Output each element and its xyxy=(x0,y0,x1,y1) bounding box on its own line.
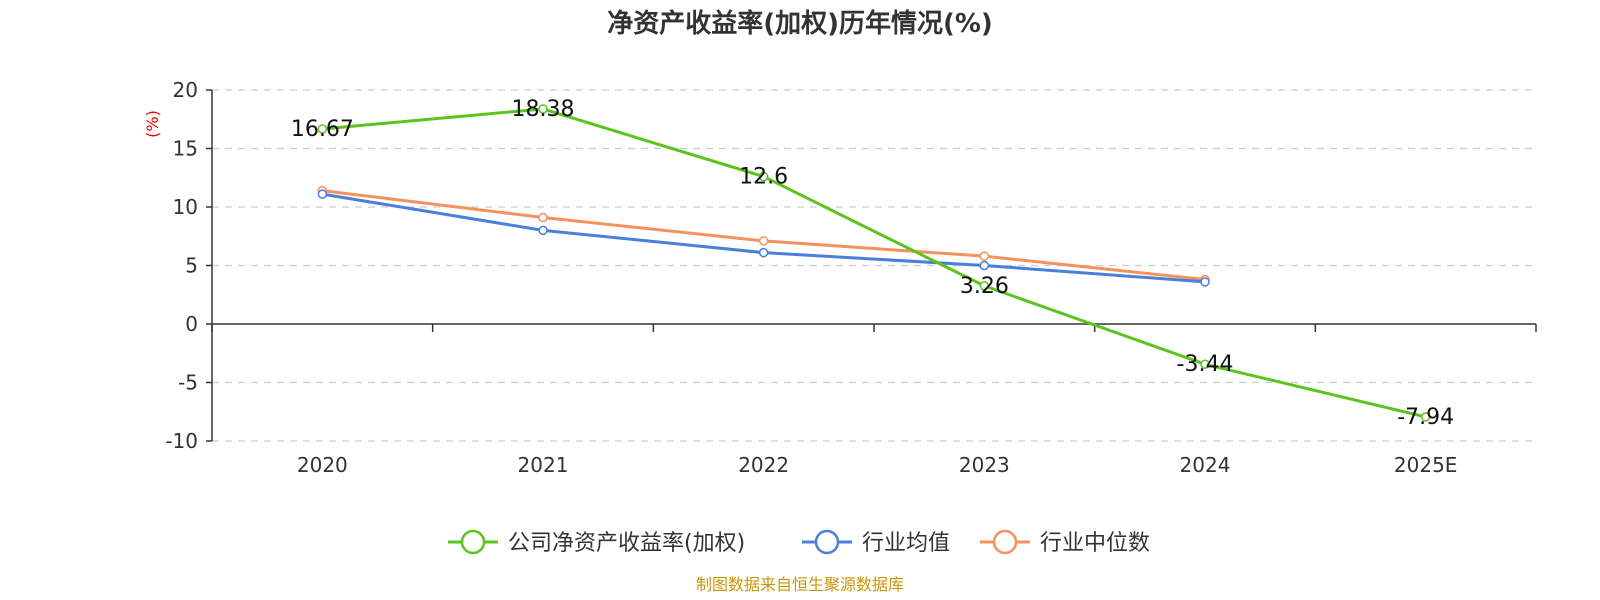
data-point xyxy=(538,104,548,114)
axes xyxy=(206,89,1537,442)
data-labels: 16.67 18.38 12.6 3.26 -3.44 -7.94 xyxy=(291,97,1454,430)
data-point xyxy=(1200,277,1210,287)
x-tick-labels: 2020 2021 2022 2023 2024 2025E xyxy=(297,453,1458,477)
y-axis-label: (%) xyxy=(143,110,162,138)
legend: 公司净资产收益率(加权) 行业均值 行业中位数 xyxy=(448,529,1150,556)
y-tick-labels: 20 15 10 5 0 -5 -10 xyxy=(165,78,198,453)
legend-label: 公司净资产收益率(加权) xyxy=(508,531,745,556)
data-point xyxy=(317,189,328,199)
x-tick-label: 2025E xyxy=(1394,453,1458,477)
grid-lines xyxy=(212,89,1536,442)
data-point xyxy=(1200,359,1210,369)
legend-marker xyxy=(814,529,840,555)
series-line xyxy=(322,189,1206,282)
data-point xyxy=(538,212,548,223)
series-lines xyxy=(317,104,1431,422)
data-label: -7.94 xyxy=(1397,405,1454,430)
data-label: 18.38 xyxy=(512,97,575,122)
x-tick-label: 2023 xyxy=(959,453,1010,477)
legend-label: 行业均值 xyxy=(862,531,950,556)
y-tick-label: 0 xyxy=(185,312,198,336)
x-tick-label: 2024 xyxy=(1180,453,1231,477)
x-tick-label: 2021 xyxy=(518,453,569,477)
y-tick-label: 10 xyxy=(173,195,198,219)
data-point xyxy=(758,247,769,258)
y-tick-label: 15 xyxy=(173,137,198,161)
legend-marker xyxy=(460,529,486,555)
data-label: 16.67 xyxy=(291,117,354,142)
data-point xyxy=(317,124,328,134)
data-point xyxy=(758,171,769,182)
data-point xyxy=(1420,412,1431,422)
data-label: 12.6 xyxy=(739,165,788,190)
data-label: 3.26 xyxy=(960,274,1009,299)
x-tick-label: 2020 xyxy=(297,453,348,477)
data-point xyxy=(538,225,548,236)
data-point xyxy=(979,281,990,291)
source-note: 制图数据来自恒生聚源数据库 xyxy=(696,575,904,594)
legend-marker xyxy=(992,529,1018,555)
y-tick-label: 20 xyxy=(173,78,198,102)
data-point xyxy=(979,260,990,271)
y-tick-label: -5 xyxy=(178,371,198,395)
chart-title: 净资产收益率(加权)历年情况(%) xyxy=(607,8,993,39)
x-tick-label: 2022 xyxy=(738,453,789,477)
legend-label: 行业中位数 xyxy=(1040,531,1150,556)
y-tick-label: 5 xyxy=(185,254,198,278)
data-point xyxy=(979,251,990,261)
data-label: -3.44 xyxy=(1177,352,1234,377)
y-tick-label: -10 xyxy=(165,429,198,453)
series-line xyxy=(322,107,1427,419)
data-point xyxy=(758,236,769,246)
